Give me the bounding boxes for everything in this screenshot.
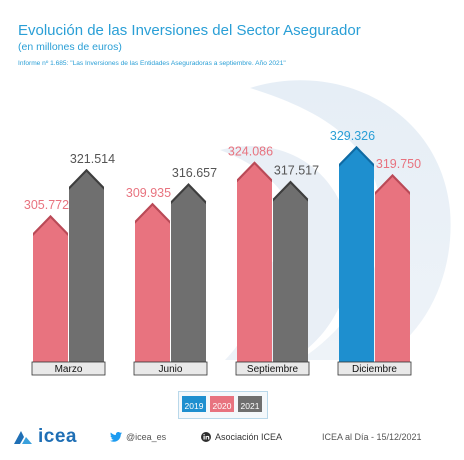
value-label-2020-marzo: 305.772 <box>24 198 69 212</box>
legend-item-2020: 2020 <box>210 396 234 412</box>
bar-2020-junio <box>135 202 170 362</box>
chart-title: Evolución de las Inversiones del Sector … <box>18 22 361 39</box>
value-label-2020-diciembre: 319.750 <box>376 157 421 171</box>
icea-logo: icea <box>12 426 77 447</box>
value-label-2020-septiembre: 324.086 <box>228 144 273 158</box>
bar-2019-diciembre <box>339 146 374 362</box>
category-box-diciembre <box>337 361 412 376</box>
category-label-diciembre: Diciembre <box>352 364 397 375</box>
legend-item-2021: 2021 <box>238 396 262 412</box>
chart-subtitle: (en millones de euros) <box>18 41 122 53</box>
value-label-2021-junio: 316.657 <box>172 166 217 180</box>
twitter-icon <box>110 432 122 442</box>
bar-2021-junio <box>171 183 206 362</box>
category-box-septiembre <box>235 361 310 376</box>
linkedin-link[interactable]: Asociación ICEA <box>201 428 282 446</box>
value-label-2020-junio: 309.935 <box>126 186 171 200</box>
value-label-2019-diciembre: 329.326 <box>330 129 375 143</box>
value-label-2021-marzo: 321.514 <box>70 152 115 166</box>
bar-2020-diciembre <box>375 174 410 362</box>
category-label-junio: Junio <box>159 364 183 375</box>
category-box-junio <box>133 361 208 376</box>
value-label-2021-septiembre: 317.517 <box>274 164 319 178</box>
bar-2021-marzo <box>69 168 104 362</box>
chart-legend: 2019 2020 2021 <box>178 391 268 419</box>
bar-2020-marzo <box>33 215 68 362</box>
twitter-handle[interactable]: @icea_es <box>110 428 166 446</box>
report-reference: Informe nº 1.685: "Las Inversiones de la… <box>18 60 286 67</box>
category-box-marzo <box>31 361 106 376</box>
bar-2021-septiembre <box>273 180 308 362</box>
footer-credit: ICEA al Día - 15/12/2021 <box>322 432 422 442</box>
linkedin-icon <box>201 432 211 442</box>
category-label-septiembre: Septiembre <box>247 364 299 375</box>
legend-item-2019: 2019 <box>182 396 206 412</box>
icea-logo-icon <box>14 431 32 444</box>
category-label-marzo: Marzo <box>55 364 83 375</box>
bar-2020-septiembre <box>237 161 272 362</box>
